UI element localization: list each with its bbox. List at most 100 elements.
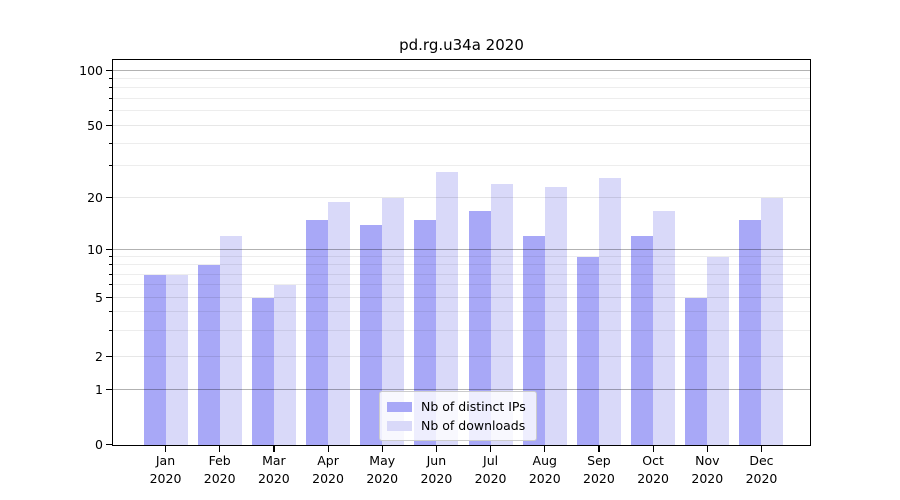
legend-item-downloads: Nb of downloads (387, 416, 526, 435)
y-tick (106, 249, 113, 251)
x-tick (490, 446, 492, 452)
x-tick (760, 446, 763, 452)
bar-distinct-ips (576, 257, 599, 445)
bar-distinct-ips (739, 220, 762, 445)
x-tick (165, 446, 167, 452)
gridline (113, 87, 810, 88)
bar-distinct-ips (685, 298, 708, 445)
y-tick (109, 165, 113, 167)
gridline (113, 249, 810, 250)
x-tick-label: Jun 2020 (420, 453, 453, 486)
x-tick-label: Aug 2020 (528, 453, 561, 486)
y-tick (106, 197, 113, 199)
x-tick (435, 446, 438, 452)
y-tick-label: 100 (79, 63, 103, 78)
y-tick (109, 87, 113, 89)
x-tick-label: Jul 2020 (474, 453, 507, 486)
gridline (113, 330, 810, 331)
y-tick-label: 1 (95, 382, 103, 397)
y-tick (109, 143, 113, 145)
bar-distinct-ips (468, 211, 491, 445)
y-tick-label: 50 (87, 118, 103, 133)
y-tick (109, 98, 113, 100)
bar-downloads (165, 275, 188, 445)
bar-downloads (328, 202, 351, 445)
bar-distinct-ips (414, 220, 437, 445)
gridline (113, 274, 810, 275)
gridline (113, 125, 810, 126)
bar-downloads (436, 172, 459, 445)
x-tick (652, 446, 654, 452)
x-tick-label: Sep 2020 (583, 453, 615, 486)
x-tick (706, 446, 708, 452)
y-tick (109, 330, 113, 332)
y-tick (109, 311, 113, 313)
legend-label-downloads: Nb of downloads (421, 418, 526, 433)
x-tick-label: Nov 2020 (691, 453, 724, 486)
y-tick (109, 284, 113, 286)
gridline (113, 143, 810, 144)
y-tick (109, 110, 113, 112)
bar-distinct-ips (360, 225, 383, 445)
y-tick (106, 125, 113, 127)
legend-item-distinct-ips: Nb of distinct IPs (387, 397, 526, 416)
y-tick (106, 70, 113, 72)
chart-title: pd.rg.u34a 2020 (399, 36, 524, 54)
bar-distinct-ips (251, 298, 274, 445)
bar-downloads (219, 236, 242, 445)
x-tick-label: Dec 2020 (745, 453, 778, 486)
y-tick-label: 2 (95, 349, 103, 364)
bar-downloads (544, 187, 567, 445)
bar-downloads (707, 257, 730, 445)
y-tick (106, 389, 113, 391)
legend-swatch-distinct-ips (387, 401, 412, 412)
y-tick-label: 20 (87, 190, 103, 205)
gridline (113, 70, 810, 71)
x-tick-label: Feb 2020 (203, 453, 236, 486)
x-tick (273, 446, 275, 452)
gridline (113, 197, 810, 198)
x-tick (327, 446, 329, 452)
x-tick-label: Oct 2020 (637, 453, 670, 486)
x-tick-label: May 2020 (366, 453, 399, 486)
y-tick (109, 264, 113, 266)
y-tick (109, 256, 113, 258)
x-tick (544, 446, 546, 452)
bar-downloads (490, 184, 513, 445)
y-tick (106, 444, 113, 446)
gridline (113, 284, 810, 285)
legend: Nb of distinct IPs Nb of downloads (379, 391, 537, 441)
y-tick (106, 297, 113, 299)
legend-label-distinct-ips: Nb of distinct IPs (421, 399, 526, 414)
legend-swatch-downloads (387, 420, 412, 431)
gridline (113, 311, 810, 312)
gridline (113, 98, 810, 99)
y-tick-label: 10 (87, 242, 103, 257)
bar-downloads (761, 198, 784, 445)
bar-downloads (382, 198, 405, 445)
gridline (113, 165, 810, 166)
x-tick (219, 446, 221, 452)
gridline (113, 256, 810, 257)
gridline (113, 297, 810, 298)
bar-distinct-ips (143, 275, 166, 445)
gridline (113, 78, 810, 79)
x-tick (598, 446, 600, 452)
bar-distinct-ips (631, 236, 654, 445)
gridline (113, 356, 810, 357)
gridline (113, 264, 810, 265)
bar-downloads (273, 285, 296, 445)
bar-downloads (598, 178, 621, 445)
gridline (113, 389, 810, 390)
x-tick-label: Mar 2020 (257, 453, 290, 486)
x-tick-label: Apr 2020 (312, 453, 344, 486)
y-tick (106, 356, 113, 358)
y-tick-label: 0 (95, 437, 103, 452)
plot-area (113, 60, 810, 445)
gridline (113, 110, 810, 111)
bar-distinct-ips (306, 220, 329, 445)
y-tick-label: 5 (95, 290, 103, 305)
bar-distinct-ips (197, 265, 220, 445)
bar-downloads (653, 211, 676, 445)
